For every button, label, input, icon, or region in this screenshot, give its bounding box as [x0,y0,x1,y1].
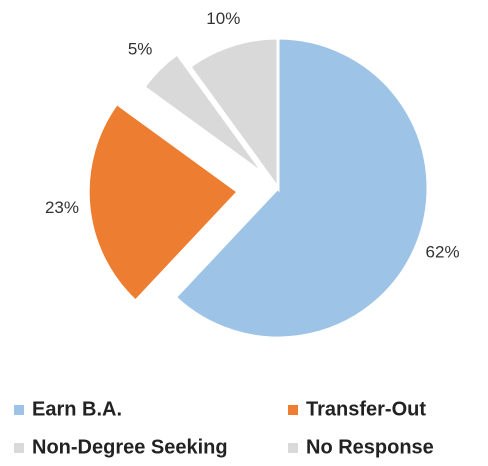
pie-slice [141,51,267,177]
legend-label: Transfer-Out [306,398,426,420]
data-label: 5% [128,40,153,59]
legend-swatch [14,405,24,415]
data-label: 10% [206,9,240,28]
legend-swatch [288,443,298,453]
data-label: 62% [426,243,460,262]
legend-swatch [14,443,24,453]
legend-label: Earn B.A. [32,398,122,420]
legend-label: No Response [306,436,434,458]
data-label: 23% [45,198,79,217]
legend-swatch [288,405,298,415]
pie-slice [173,36,430,340]
pie-slice [86,101,241,304]
legend-label: Non-Degree Seeking [32,436,228,458]
pie-slice [187,36,280,193]
